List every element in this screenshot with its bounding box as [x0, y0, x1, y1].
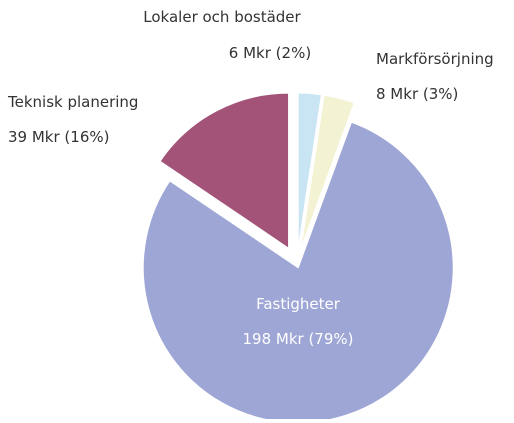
- slice-label: Markförsörjning: [376, 50, 494, 68]
- slice-label: Teknisk planering: [7, 93, 138, 111]
- pie-slice: [297, 92, 322, 249]
- pie-slice: [142, 121, 454, 423]
- slice-value-label: 198 Mkr (79%): [242, 330, 353, 348]
- slice-label: Fastigheter: [256, 295, 341, 313]
- slice-label: Lokaler och bostäder: [143, 8, 301, 26]
- slice-value-label: 6 Mkr (2%): [229, 44, 311, 62]
- slice-value-label: 8 Mkr (3%): [376, 85, 458, 103]
- pie-slice: [300, 94, 355, 249]
- pie-slice: [159, 92, 290, 250]
- slice-value-label: 39 Mkr (16%): [8, 128, 109, 146]
